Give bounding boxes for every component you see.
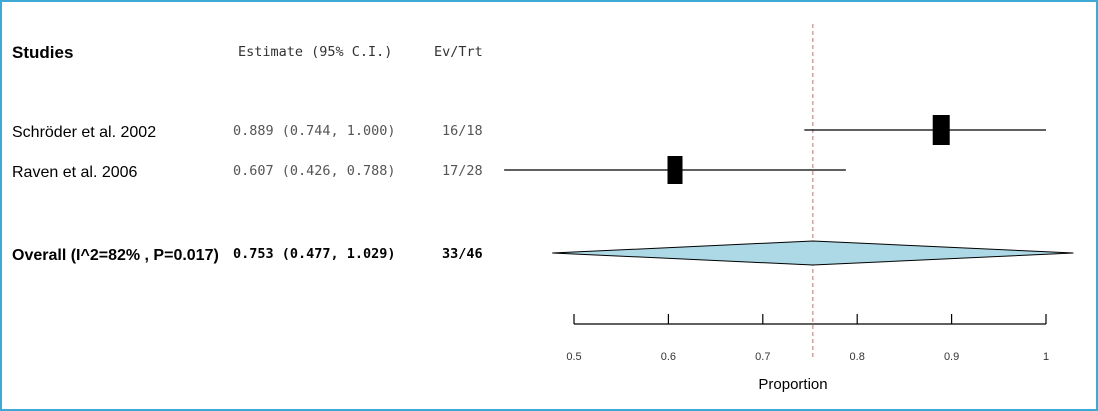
x-tick-label-5: 1 — [1043, 351, 1049, 363]
header-events: Ev/Trt — [434, 44, 483, 60]
overall-label: Overall (I^2=82% , P=0.017) — [12, 247, 219, 264]
x-tick-label-1: 0.6 — [661, 351, 676, 363]
study-square-1 — [932, 115, 950, 145]
study-ci-1: 0.889 (0.744, 1.000) — [233, 123, 396, 139]
x-tick-label-3: 0.8 — [850, 351, 865, 363]
study-label-1: Schröder et al. 2002 — [12, 124, 156, 141]
study-events-1: 16/18 — [442, 123, 483, 139]
study-label-2: Raven et al. 2006 — [12, 164, 138, 181]
x-tick-label-2: 0.7 — [755, 351, 770, 363]
study-events-2: 17/28 — [442, 163, 483, 179]
header-studies: Studies — [12, 43, 73, 62]
x-tick-label-0: 0.5 — [566, 351, 581, 363]
overall-ci: 0.753 (0.477, 1.029) — [233, 246, 396, 262]
x-axis-label: Proportion — [758, 376, 827, 393]
study-ci-2: 0.607 (0.426, 0.788) — [233, 163, 396, 179]
overall-events: 33/46 — [442, 246, 483, 262]
study-square-2 — [667, 156, 683, 184]
x-tick-label-4: 0.9 — [944, 351, 959, 363]
chart-marks: 0.5 0.6 0.7 0.8 0.9 1 — [504, 24, 1074, 363]
overall-diamond — [552, 240, 1074, 266]
header-estimate: Estimate (95% C.I.) — [238, 44, 392, 60]
